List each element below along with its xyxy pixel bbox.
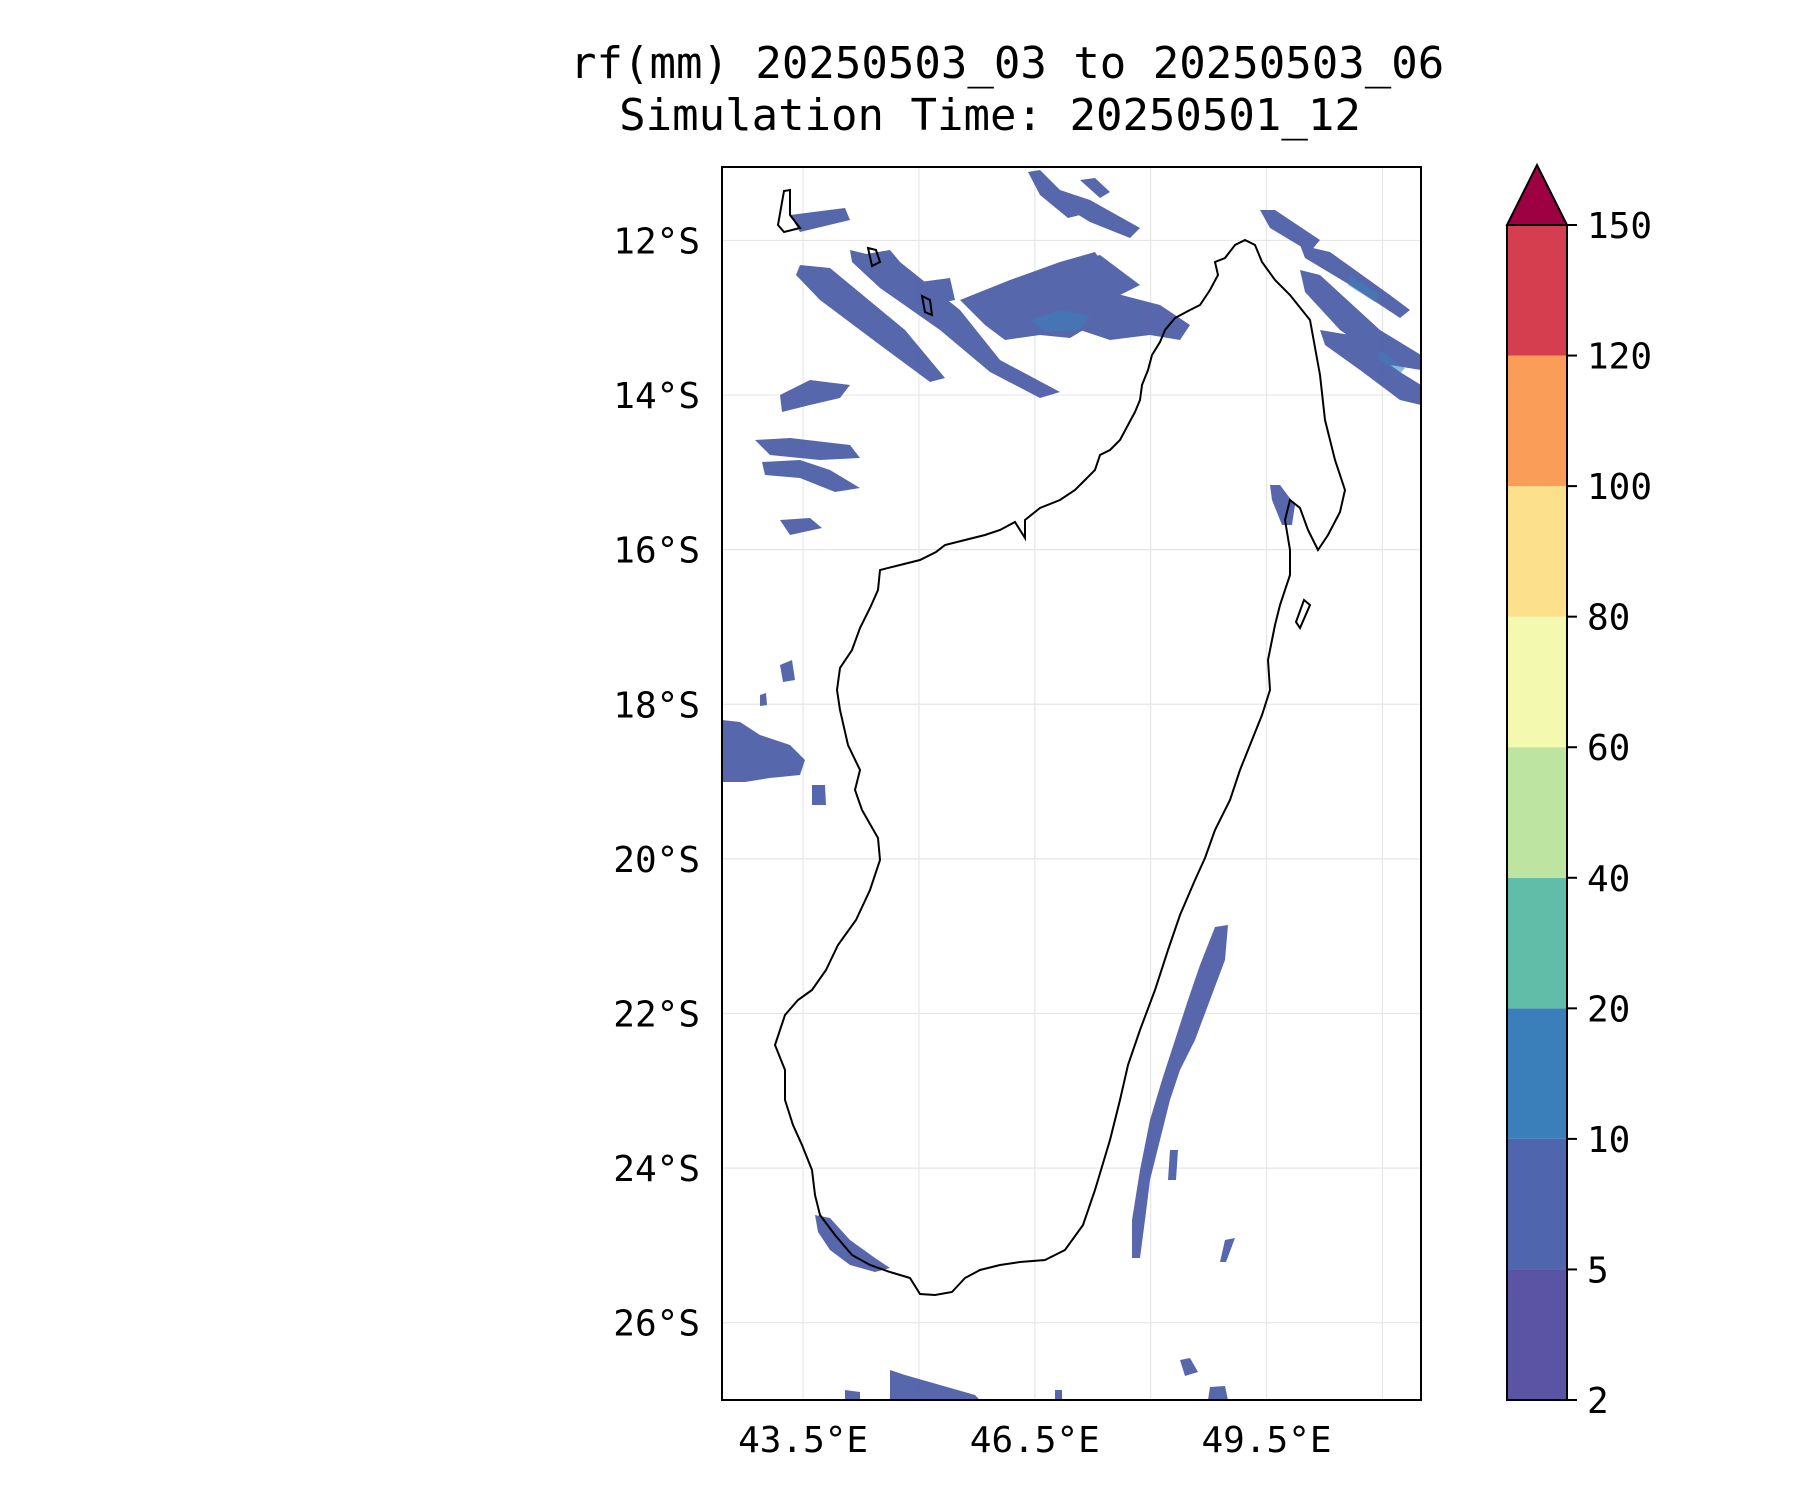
rain-area bbox=[1060, 292, 1190, 340]
colorbar-segment bbox=[1507, 747, 1567, 878]
colorbar-frame bbox=[1506, 224, 1568, 1401]
colorbar-label: 40 bbox=[1587, 859, 1630, 900]
rain-area bbox=[722, 720, 805, 782]
lat-tick-label: 24°S bbox=[613, 1149, 700, 1190]
colorbar: 2 5 10 20 40 60 80 100 120 150 bbox=[1505, 162, 1652, 1422]
rain-area bbox=[1320, 330, 1421, 405]
colorbar-segment bbox=[1507, 1008, 1567, 1139]
madagascar-coastline bbox=[773, 238, 1347, 1297]
lat-tick-label: 20°S bbox=[613, 840, 700, 881]
colorbar-label: 80 bbox=[1587, 598, 1630, 639]
rain-area bbox=[1055, 1390, 1062, 1400]
colorbar-label: 120 bbox=[1587, 337, 1652, 378]
rain-area bbox=[755, 438, 860, 460]
rain-area bbox=[1060, 190, 1140, 238]
rain-area bbox=[850, 250, 1060, 398]
coastline-layer bbox=[773, 188, 1347, 1297]
lat-tick-label: 16°S bbox=[613, 531, 700, 572]
rain-area bbox=[890, 1370, 980, 1400]
rain-area bbox=[1132, 925, 1228, 1258]
rain-area bbox=[920, 278, 955, 305]
chart-subtitle: Simulation Time: 20250501_12 bbox=[619, 90, 1361, 141]
rain-area-heavier bbox=[1348, 275, 1380, 302]
colorbar-label: 2 bbox=[1587, 1381, 1609, 1422]
colorbar-label: 60 bbox=[1587, 728, 1630, 769]
mayotte-islands bbox=[776, 188, 802, 234]
colorbar-segment bbox=[1507, 1269, 1567, 1400]
lat-tick-label: 14°S bbox=[613, 376, 700, 417]
rain-area bbox=[780, 660, 795, 682]
colorbar-segment bbox=[1507, 225, 1567, 356]
colorbar-label: 5 bbox=[1587, 1250, 1609, 1291]
map-frame bbox=[721, 166, 1422, 1401]
comoros-island bbox=[866, 246, 882, 268]
comoros-island bbox=[920, 294, 934, 317]
lat-tick-label: 26°S bbox=[613, 1304, 700, 1345]
rain-area-heavier bbox=[1378, 350, 1405, 374]
rain-area bbox=[815, 1215, 890, 1272]
rain-area bbox=[762, 460, 860, 492]
lat-tick-label: 22°S bbox=[613, 994, 700, 1035]
chart-title: rf(mm) 20250503_03 to 20250503_06 bbox=[570, 38, 1445, 89]
colorbar-segment bbox=[1507, 1138, 1567, 1270]
rain-area bbox=[1080, 255, 1140, 295]
rain-area bbox=[1208, 1386, 1228, 1400]
colorbar-label: 10 bbox=[1587, 1120, 1630, 1161]
colorbar-segment bbox=[1507, 616, 1567, 748]
rain-area bbox=[1180, 1358, 1198, 1376]
rain-area bbox=[780, 380, 850, 412]
rain-area bbox=[780, 518, 822, 535]
lat-tick-label: 12°S bbox=[613, 221, 700, 262]
rain-area bbox=[812, 785, 826, 805]
nosy-boraha bbox=[1294, 598, 1312, 631]
colorbar-segment bbox=[1507, 877, 1567, 1009]
lon-tick-label: 49.5°E bbox=[1202, 1420, 1332, 1461]
rain-area-heavier bbox=[1030, 310, 1090, 332]
colorbar-segment bbox=[1507, 486, 1567, 617]
lon-tick-label: 46.5°E bbox=[970, 1420, 1100, 1461]
colorbar-label: 100 bbox=[1587, 467, 1652, 508]
rain-area bbox=[796, 265, 945, 382]
rain-area bbox=[845, 1390, 860, 1400]
rainfall-layer bbox=[722, 170, 1421, 1400]
gridlines bbox=[722, 167, 1421, 1400]
colorbar-label: 150 bbox=[1587, 206, 1652, 247]
colorbar-segment bbox=[1507, 355, 1567, 487]
rain-area bbox=[1260, 210, 1320, 252]
rain-area bbox=[760, 693, 767, 706]
rain-area bbox=[1168, 1150, 1178, 1180]
colorbar-extend-arrow bbox=[1505, 162, 1569, 226]
rain-area bbox=[1080, 178, 1110, 198]
rain-area bbox=[790, 208, 850, 232]
lon-tick-label: 43.5°E bbox=[738, 1420, 868, 1461]
latitude-axis: 12°S 14°S 16°S 18°S 20°S 22°S 24°S 26°S bbox=[613, 221, 700, 1344]
rain-area bbox=[1220, 1238, 1235, 1262]
colorbar-label: 20 bbox=[1587, 989, 1630, 1030]
rain-area bbox=[1300, 270, 1421, 370]
rain-area bbox=[1270, 485, 1295, 525]
longitude-axis: 43.5°E 46.5°E 49.5°E bbox=[738, 1420, 1331, 1461]
lat-tick-label: 18°S bbox=[613, 685, 700, 726]
